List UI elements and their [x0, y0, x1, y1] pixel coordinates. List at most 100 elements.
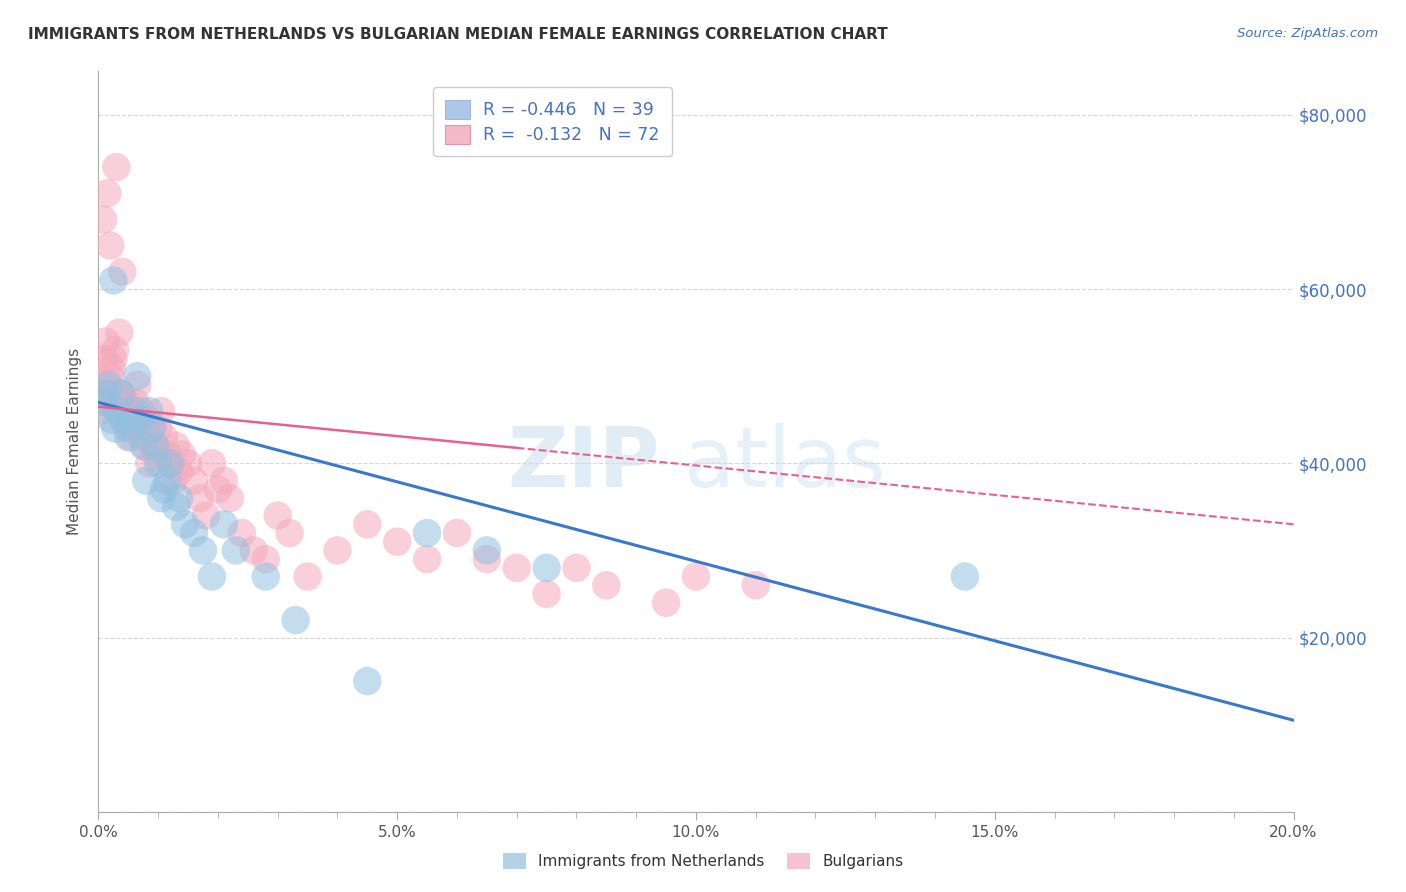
Point: [356, 517, 378, 532]
Point: [207, 483, 229, 497]
Point: [105, 386, 128, 401]
Point: [91, 378, 114, 392]
Point: [124, 395, 146, 409]
Point: [108, 326, 131, 340]
Point: [138, 456, 160, 470]
Point: [100, 413, 122, 427]
Point: [132, 439, 155, 453]
Point: [156, 448, 179, 462]
Point: [138, 404, 160, 418]
Point: [103, 273, 125, 287]
Point: [129, 413, 152, 427]
Point: [98, 395, 121, 409]
Point: [103, 351, 125, 366]
Point: [284, 613, 307, 627]
Point: [655, 596, 678, 610]
Point: [356, 674, 378, 689]
Point: [107, 404, 129, 418]
Point: [446, 526, 468, 541]
Point: [183, 474, 205, 488]
Point: [124, 404, 146, 418]
Point: [115, 421, 138, 435]
Point: [177, 456, 200, 470]
Point: [953, 569, 976, 583]
Point: [120, 421, 142, 435]
Point: [231, 526, 253, 541]
Point: [188, 491, 211, 505]
Point: [416, 526, 439, 541]
Point: [536, 561, 558, 575]
Point: [201, 456, 224, 470]
Point: [148, 456, 170, 470]
Point: [219, 491, 242, 505]
Point: [98, 378, 121, 392]
Point: [114, 395, 136, 409]
Text: IMMIGRANTS FROM NETHERLANDS VS BULGARIAN MEDIAN FEMALE EARNINGS CORRELATION CHAR: IMMIGRANTS FROM NETHERLANDS VS BULGARIAN…: [28, 27, 887, 42]
Point: [112, 413, 135, 427]
Point: [111, 265, 134, 279]
Point: [745, 578, 768, 592]
Point: [127, 369, 149, 384]
Point: [104, 343, 127, 357]
Point: [110, 386, 132, 401]
Point: [536, 587, 558, 601]
Point: [326, 543, 349, 558]
Point: [128, 421, 150, 435]
Point: [94, 386, 117, 401]
Point: [91, 395, 114, 409]
Point: [100, 360, 122, 375]
Point: [132, 430, 155, 444]
Point: [135, 474, 157, 488]
Point: [212, 517, 235, 532]
Legend: Immigrants from Netherlands, Bulgarians: Immigrants from Netherlands, Bulgarians: [496, 847, 910, 875]
Point: [156, 474, 179, 488]
Point: [159, 456, 181, 470]
Y-axis label: Median Female Earnings: Median Female Earnings: [66, 348, 82, 535]
Point: [118, 404, 141, 418]
Point: [148, 421, 170, 435]
Text: atlas: atlas: [685, 423, 886, 504]
Point: [475, 543, 498, 558]
Point: [98, 238, 122, 252]
Point: [201, 569, 224, 583]
Point: [212, 474, 235, 488]
Point: [142, 439, 165, 453]
Point: [685, 569, 707, 583]
Text: Source: ZipAtlas.com: Source: ZipAtlas.com: [1237, 27, 1378, 40]
Point: [385, 534, 409, 549]
Point: [94, 334, 117, 349]
Point: [150, 404, 173, 418]
Point: [139, 421, 162, 435]
Point: [143, 448, 166, 462]
Point: [225, 543, 247, 558]
Point: [131, 404, 153, 418]
Point: [167, 491, 190, 505]
Point: [183, 526, 205, 541]
Point: [172, 448, 194, 462]
Text: ZIP: ZIP: [508, 423, 661, 504]
Point: [254, 552, 277, 566]
Point: [267, 508, 290, 523]
Point: [117, 430, 139, 444]
Point: [150, 491, 173, 505]
Point: [96, 386, 118, 401]
Point: [127, 378, 149, 392]
Point: [165, 439, 187, 453]
Point: [174, 517, 197, 532]
Point: [243, 543, 266, 558]
Point: [595, 578, 617, 592]
Point: [278, 526, 301, 541]
Point: [167, 465, 190, 479]
Point: [191, 543, 214, 558]
Point: [110, 386, 132, 401]
Point: [105, 160, 128, 174]
Point: [475, 552, 498, 566]
Point: [90, 404, 112, 418]
Point: [93, 351, 115, 366]
Point: [159, 456, 181, 470]
Point: [153, 483, 176, 497]
Point: [120, 430, 142, 444]
Point: [143, 439, 166, 453]
Point: [565, 561, 588, 575]
Point: [134, 439, 156, 453]
